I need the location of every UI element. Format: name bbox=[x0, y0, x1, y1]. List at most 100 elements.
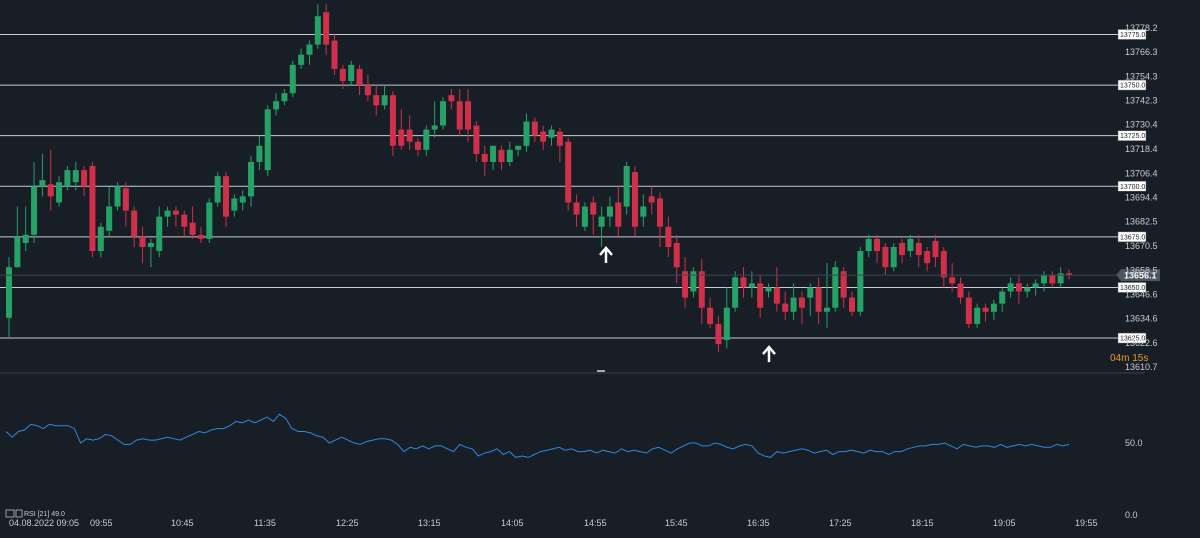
candle-body[interactable] bbox=[982, 307, 989, 312]
candle-body[interactable] bbox=[882, 246, 889, 268]
candle-body[interactable] bbox=[106, 206, 113, 231]
candle-body[interactable] bbox=[782, 303, 789, 312]
candle-body[interactable] bbox=[1065, 273, 1073, 276]
candle-body[interactable] bbox=[832, 267, 839, 308]
candle-body[interactable] bbox=[273, 101, 280, 110]
candle-body[interactable] bbox=[807, 287, 814, 298]
pane-resize-handle[interactable] bbox=[597, 370, 605, 372]
candle-body[interactable] bbox=[214, 176, 221, 203]
candle-body[interactable] bbox=[823, 307, 830, 312]
candle-body[interactable] bbox=[264, 109, 271, 171]
candle-body[interactable] bbox=[398, 129, 405, 146]
rsi-line[interactable] bbox=[5, 413, 1070, 458]
candle-body[interactable] bbox=[940, 251, 947, 278]
candle-body[interactable] bbox=[648, 196, 655, 203]
candle-body[interactable] bbox=[740, 277, 747, 288]
candle-body[interactable] bbox=[556, 131, 563, 146]
candle-body[interactable] bbox=[239, 196, 246, 203]
candle-body[interactable] bbox=[690, 271, 697, 292]
candle-body[interactable] bbox=[490, 145, 497, 162]
candle-body[interactable] bbox=[598, 216, 605, 227]
candle-body[interactable] bbox=[815, 287, 822, 312]
candle-body[interactable] bbox=[381, 95, 388, 106]
candle-body[interactable] bbox=[64, 170, 71, 187]
candle-body[interactable] bbox=[698, 271, 705, 308]
candle-body[interactable] bbox=[156, 216, 163, 252]
candle-body[interactable] bbox=[540, 131, 547, 142]
candle-body[interactable] bbox=[515, 145, 522, 150]
candle-body[interactable] bbox=[31, 186, 38, 235]
candle-body[interactable] bbox=[673, 242, 680, 268]
candle-body[interactable] bbox=[339, 68, 346, 82]
candle-body[interactable] bbox=[682, 271, 689, 298]
candle-body[interactable] bbox=[1049, 275, 1056, 284]
candle-body[interactable] bbox=[323, 12, 330, 45]
candle-body[interactable] bbox=[356, 68, 363, 86]
candle-body[interactable] bbox=[1057, 273, 1064, 284]
candle-body[interactable] bbox=[456, 101, 463, 130]
level-tag[interactable] bbox=[1117, 29, 1147, 40]
candle-body[interactable] bbox=[306, 44, 313, 55]
candle-body[interactable] bbox=[131, 210, 138, 237]
candle-body[interactable] bbox=[5, 267, 13, 318]
candle-body[interactable] bbox=[631, 172, 638, 227]
level-tag[interactable] bbox=[1117, 130, 1147, 141]
candle-body[interactable] bbox=[348, 64, 355, 82]
candle-body[interactable] bbox=[924, 251, 931, 264]
candle-body[interactable] bbox=[39, 180, 46, 187]
candle-body[interactable] bbox=[757, 283, 764, 308]
candle-body[interactable] bbox=[331, 40, 338, 69]
indicator-close-icon[interactable] bbox=[15, 509, 23, 518]
candle-body[interactable] bbox=[907, 238, 914, 252]
candle-body[interactable] bbox=[523, 121, 530, 146]
candle-body[interactable] bbox=[448, 95, 455, 102]
candle-body[interactable] bbox=[1007, 283, 1014, 292]
candle-body[interactable] bbox=[147, 242, 154, 247]
candle-body[interactable] bbox=[640, 206, 647, 217]
candle-body[interactable] bbox=[715, 323, 722, 345]
candle-body[interactable] bbox=[965, 297, 972, 324]
candle-body[interactable] bbox=[181, 214, 188, 227]
candle-body[interactable] bbox=[1032, 283, 1039, 288]
candle-body[interactable] bbox=[1024, 287, 1031, 292]
candle-body[interactable] bbox=[974, 307, 981, 324]
candle-body[interactable] bbox=[581, 206, 588, 227]
candle-body[interactable] bbox=[657, 198, 664, 227]
candle-body[interactable] bbox=[506, 149, 513, 162]
candle-body[interactable] bbox=[389, 95, 396, 146]
candle-body[interactable] bbox=[848, 297, 855, 312]
candle-body[interactable] bbox=[114, 186, 121, 207]
candle-body[interactable] bbox=[498, 149, 505, 162]
candle-body[interactable] bbox=[732, 277, 739, 308]
candle-body[interactable] bbox=[431, 125, 438, 130]
candle-body[interactable] bbox=[899, 242, 906, 256]
candle-body[interactable] bbox=[765, 287, 772, 292]
candle-body[interactable] bbox=[231, 198, 238, 211]
level-tag[interactable] bbox=[1117, 282, 1147, 293]
candle-body[interactable] bbox=[364, 85, 371, 96]
candle-body[interactable] bbox=[999, 291, 1006, 304]
candle-body[interactable] bbox=[615, 202, 622, 227]
candle-body[interactable] bbox=[573, 202, 580, 215]
candle-body[interactable] bbox=[590, 202, 597, 215]
candle-body[interactable] bbox=[890, 246, 897, 268]
candle-body[interactable] bbox=[665, 226, 672, 247]
candle-body[interactable] bbox=[773, 287, 780, 304]
candle-body[interactable] bbox=[47, 184, 54, 197]
candle-body[interactable] bbox=[857, 251, 864, 312]
candle-body[interactable] bbox=[1040, 275, 1047, 284]
candle-body[interactable] bbox=[164, 210, 171, 217]
indicator-settings-icon[interactable] bbox=[5, 509, 15, 518]
candle-body[interactable] bbox=[723, 307, 730, 341]
candle-body[interactable] bbox=[14, 236, 21, 268]
candle-body[interactable] bbox=[206, 202, 213, 239]
candle-body[interactable] bbox=[798, 297, 805, 308]
candle-body[interactable] bbox=[22, 234, 29, 243]
candle-body[interactable] bbox=[874, 238, 881, 252]
level-tag[interactable] bbox=[1117, 231, 1147, 243]
candle-body[interactable] bbox=[72, 170, 79, 183]
candle-body[interactable] bbox=[473, 125, 480, 154]
candle-body[interactable] bbox=[81, 170, 88, 187]
candle-body[interactable] bbox=[414, 141, 421, 150]
